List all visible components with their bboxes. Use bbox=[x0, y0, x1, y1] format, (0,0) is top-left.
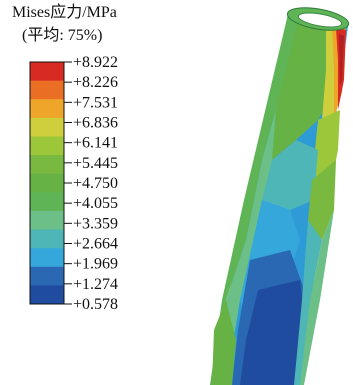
colorbar-tick-label: +0.578 bbox=[73, 296, 118, 313]
colorbar-swatch bbox=[30, 80, 64, 100]
colorbar-swatch bbox=[30, 248, 64, 268]
colorbar-tick-label: +4.055 bbox=[73, 195, 118, 212]
colorbar-swatch bbox=[30, 266, 64, 286]
colorbar-tick-label: +4.750 bbox=[73, 175, 118, 192]
colorbar-tick-label: +6.836 bbox=[73, 115, 118, 132]
colorbar-swatch bbox=[30, 229, 64, 249]
colorbar-tick-label: +7.531 bbox=[73, 94, 118, 111]
tube-top-opening-inner bbox=[297, 12, 343, 28]
colorbar-tick-label: +6.141 bbox=[73, 135, 118, 152]
tube-contour-mid-green bbox=[308, 160, 336, 240]
colorbar-swatch bbox=[30, 117, 64, 137]
legend-title: Mises应力/MPa bbox=[12, 4, 117, 21]
colorbar-tick-label: +8.922 bbox=[73, 54, 118, 71]
tube-contour-bottom-green bbox=[212, 300, 236, 385]
colorbar-tick-label: +3.359 bbox=[73, 215, 118, 232]
colorbar-tick-label: +1.969 bbox=[73, 256, 118, 273]
colorbar-swatch bbox=[30, 285, 64, 305]
colorbar-swatch bbox=[30, 155, 64, 175]
colorbar-swatch bbox=[30, 136, 64, 156]
colorbar-swatch bbox=[30, 173, 64, 193]
legend-subtitle: (平均: 75%) bbox=[22, 27, 103, 44]
colorbar-swatch bbox=[30, 62, 64, 82]
colorbar-tick-label: +1.274 bbox=[73, 276, 118, 293]
colorbar-swatch bbox=[30, 210, 64, 231]
tube-contour-lower-navy bbox=[240, 280, 306, 385]
tube-contour-lower-right-green bbox=[298, 210, 334, 385]
colorbar-tick-label: +2.664 bbox=[73, 236, 118, 253]
colorbar-tick-label: +8.226 bbox=[73, 74, 118, 91]
tube-contour-upper-darkred bbox=[339, 34, 344, 86]
colorbar-tick-label: +5.445 bbox=[73, 155, 118, 172]
colorbar-swatch bbox=[30, 192, 64, 212]
stress-colorbar: +8.922 +8.226 +7.531 +6.836 +6.141 +5.445 +4.7… bbox=[29, 54, 118, 313]
tube-contour-lower-right-teal bbox=[294, 220, 322, 385]
colorbar-swatch bbox=[30, 99, 64, 119]
tube-contour-mid-teal bbox=[262, 140, 318, 210]
